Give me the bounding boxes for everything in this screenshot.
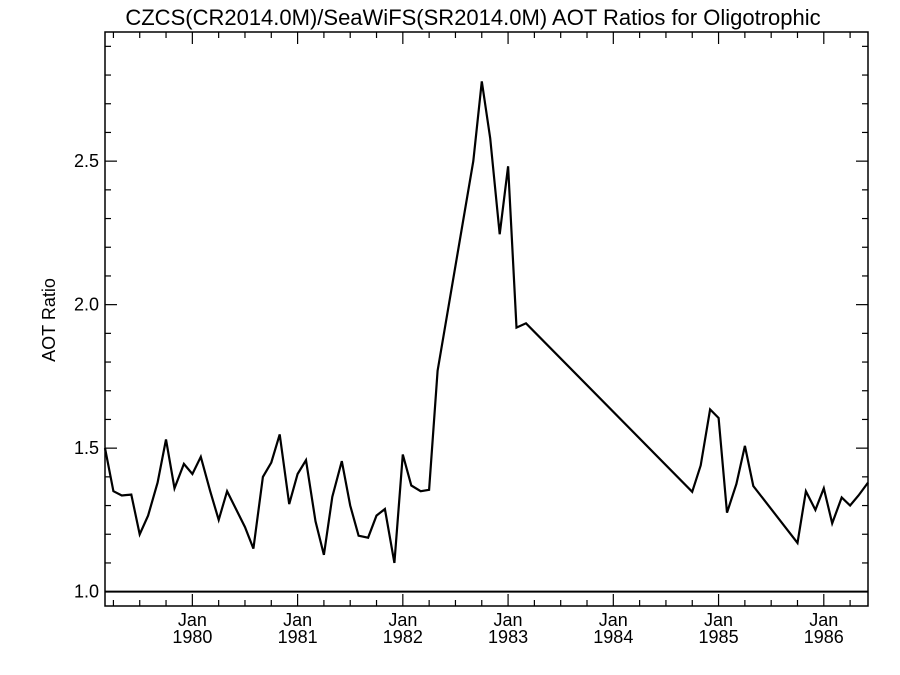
y-tick-label: 1.0 [74,582,99,602]
y-tick-label: 2.0 [74,295,99,315]
x-tick-label-year: 1981 [278,627,318,647]
y-tick-label: 2.5 [74,151,99,171]
x-tick-label-month: Jan [283,610,312,630]
x-tick-label-month: Jan [494,610,523,630]
y-axis-label: AOT Ratio [39,278,59,362]
x-tick-label-month: Jan [388,610,417,630]
x-tick-label-year: 1983 [488,627,528,647]
x-tick-label-year: 1980 [172,627,212,647]
x-tick-label-month: Jan [809,610,838,630]
x-tick-label-year: 1982 [383,627,423,647]
x-ticks: Jan1980Jan1981Jan1982Jan1983Jan1984Jan19… [172,32,844,647]
x-tick-label-month: Jan [178,610,207,630]
x-tick-label-year: 1986 [804,627,844,647]
y-ticks: 1.0 1.5 2.0 2.5 [74,151,868,602]
x-tick-label-year: 1984 [593,627,633,647]
plot-frame [104,31,869,607]
chart-title: CZCS(CR2014.0M)/SeaWiFS(SR2014.0M) AOT R… [125,5,820,30]
series-line-aot-ratio [103,81,869,564]
x-tick-label-month: Jan [599,610,628,630]
x-tick-label-month: Jan [704,610,733,630]
x-tick-label-year: 1985 [699,627,739,647]
y-tick-label: 1.5 [74,438,99,458]
minor-ticks [105,32,868,606]
